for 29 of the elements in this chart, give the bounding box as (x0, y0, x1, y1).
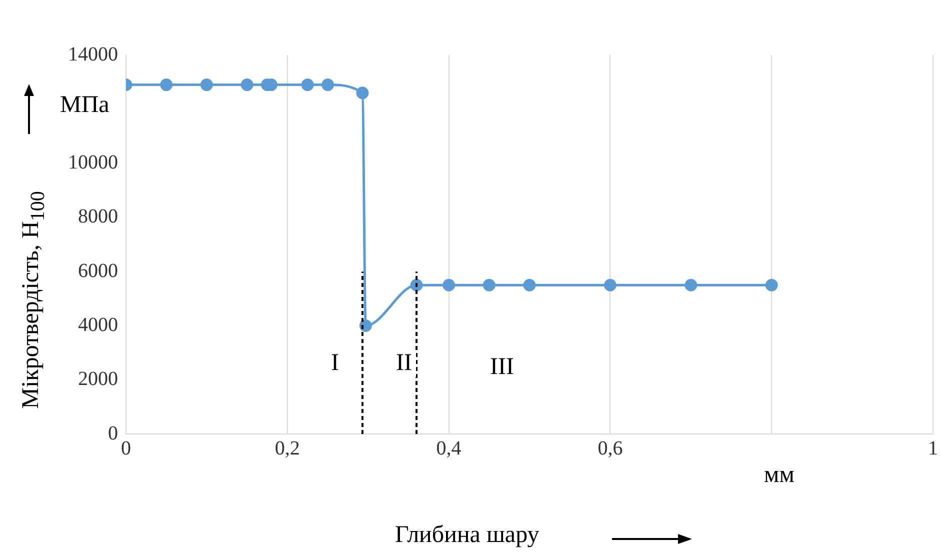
y-tick-label: 8000 (78, 206, 118, 228)
annotation: I (327, 350, 343, 377)
point (442, 278, 456, 292)
point (523, 278, 536, 292)
point (200, 78, 213, 92)
y-tick-label: 6000 (78, 260, 118, 282)
point (240, 78, 254, 92)
x-tick-label: 0,4 (436, 437, 462, 460)
point (482, 278, 496, 292)
point (604, 278, 616, 292)
text: мм (760, 462, 798, 489)
point (765, 278, 778, 292)
annotation: II (392, 350, 416, 377)
y-tick-label: 14000 (68, 43, 118, 66)
x-tick-label: 1 (928, 437, 938, 460)
point (322, 78, 334, 92)
y-tick-label: 10000 (68, 152, 118, 174)
x-tick-label: 0,2 (274, 437, 300, 460)
point (356, 86, 369, 100)
y-tick-label: 4000 (78, 314, 118, 336)
point (160, 78, 173, 92)
text: МПа (56, 92, 114, 119)
x-tick-label: 0,6 (598, 437, 623, 460)
y-tick-label: 2000 (78, 368, 118, 390)
point (301, 78, 314, 92)
x-axis-title: Глибина шару (395, 522, 540, 549)
point (684, 278, 698, 292)
annotation: III (486, 354, 518, 381)
y-tick-label: 0 (108, 422, 118, 444)
